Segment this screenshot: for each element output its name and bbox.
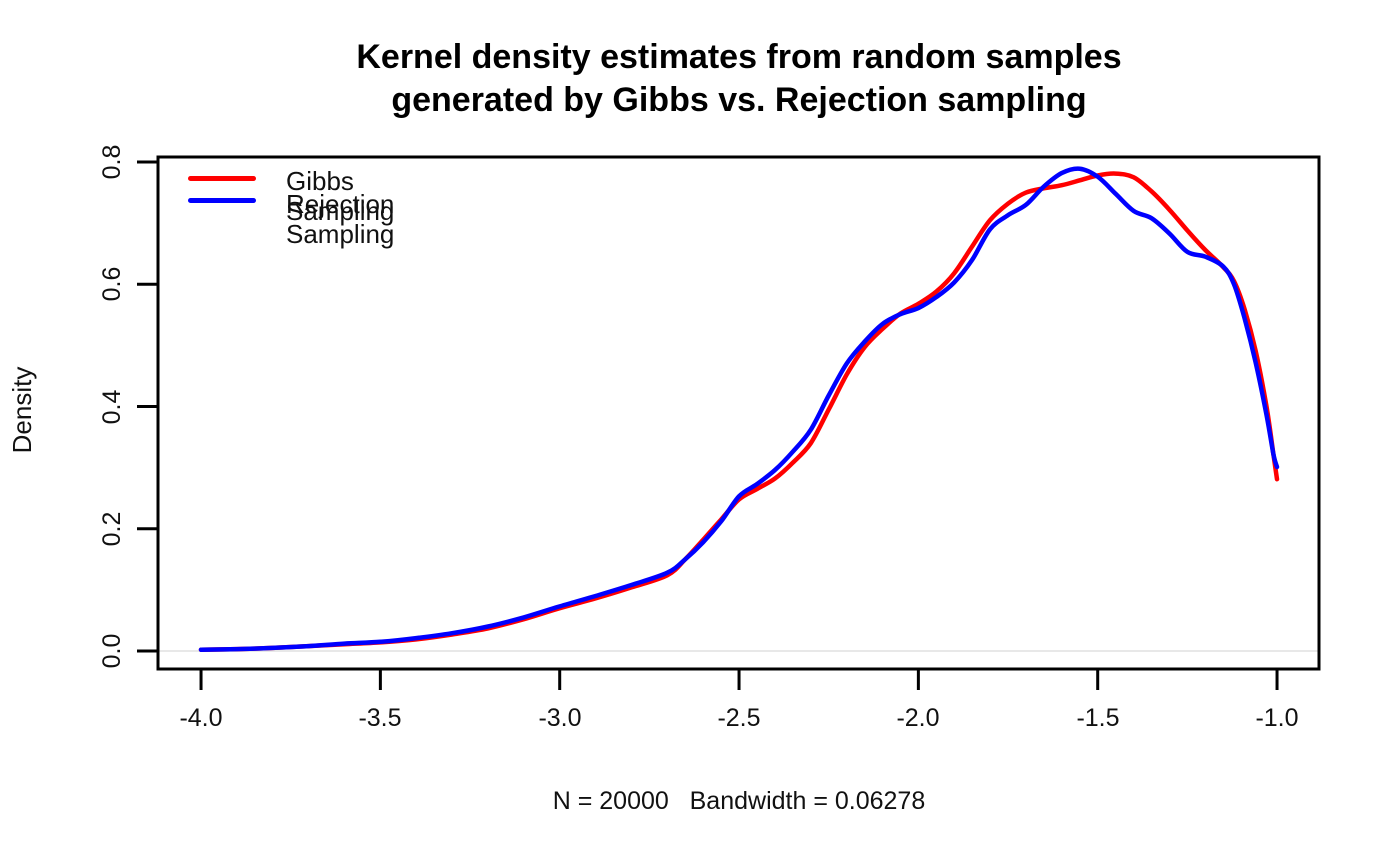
y-tick-label: 0.0 — [98, 633, 126, 669]
x-tick-label: -2.5 — [717, 704, 761, 732]
legend-line-rejection — [188, 198, 256, 203]
density-curve-rejection-sampling — [198, 166, 1280, 652]
figure-title: Kernel density estimates from random sam… — [158, 0, 1320, 122]
legend-label-gibbs: Gibbs Sampling — [286, 166, 395, 226]
y-tick-label: 0.2 — [98, 511, 126, 547]
x-tick-label: -1.5 — [1076, 704, 1120, 732]
x-tick-label: -3.5 — [358, 704, 402, 732]
x-tick-label: -2.0 — [896, 704, 940, 732]
x-axis-caption: N = 20000 Bandwidth = 0.06278 — [552, 787, 926, 815]
x-tick-label: -1.0 — [1255, 704, 1299, 732]
plot-frame — [156, 155, 1321, 671]
y-tick-label: 0.8 — [98, 144, 126, 180]
x-tick-label: -4.0 — [179, 704, 223, 732]
figure-title-line2: generated by Gibbs vs. Rejection samplin… — [391, 81, 1087, 119]
y-tick-label: 0.4 — [98, 389, 126, 425]
y-tick-label: 0.6 — [98, 266, 126, 302]
x-tick-label: -3.0 — [538, 704, 582, 732]
figure-title-line1: Kernel density estimates from random sam… — [356, 38, 1122, 76]
legend-label-rejection: Rejection Sampling — [286, 189, 395, 249]
legend-line-gibbs — [188, 176, 256, 181]
y-axis-title: Density — [7, 366, 37, 454]
